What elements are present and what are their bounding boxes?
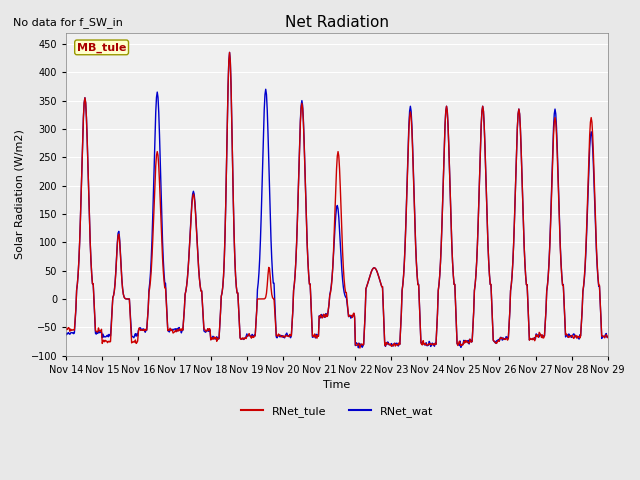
RNet_wat [604, 334, 612, 340]
Line: RNet_wat: RNet_wat [66, 52, 608, 348]
RNet_wat [72, 307, 80, 312]
RNet_wat [355, 345, 362, 350]
RNet_tule [128, 340, 136, 346]
Text: No data for f_SW_in: No data for f_SW_in [13, 17, 123, 28]
RNet_tule [72, 306, 80, 312]
RNet_tule [420, 341, 428, 347]
RNet_tule [226, 49, 234, 55]
RNet_wat [420, 341, 428, 347]
RNet_tule [62, 325, 70, 331]
Line: RNet_tule: RNet_tule [66, 52, 608, 348]
Text: MB_tule: MB_tule [77, 42, 126, 52]
Title: Net Radiation: Net Radiation [285, 15, 389, 30]
RNet_tule [404, 148, 412, 154]
RNet_wat [404, 144, 412, 149]
Legend: RNet_tule, RNet_wat: RNet_tule, RNet_wat [236, 401, 438, 421]
Y-axis label: Solar Radiation (W/m2): Solar Radiation (W/m2) [15, 129, 25, 259]
RNet_tule [604, 335, 612, 340]
RNet_tule [356, 345, 364, 351]
RNet_wat [62, 332, 70, 338]
RNet_tule [211, 336, 219, 341]
RNet_tule [183, 283, 191, 289]
RNet_wat [211, 336, 219, 342]
X-axis label: Time: Time [323, 380, 351, 390]
RNet_wat [226, 49, 234, 55]
RNet_wat [183, 283, 191, 288]
RNet_wat [128, 333, 136, 339]
